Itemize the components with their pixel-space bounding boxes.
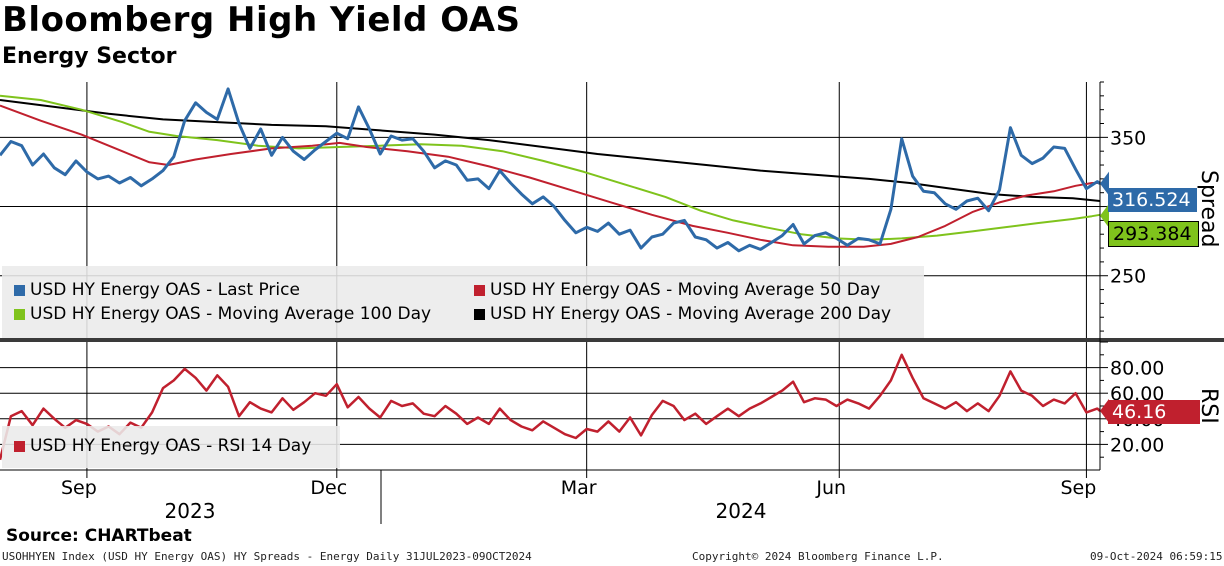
legend-label-last-price: USD HY Energy OAS - Last Price bbox=[30, 280, 300, 300]
series-line-last-price bbox=[0, 87, 1101, 253]
legend-label-rsi: USD HY Energy OAS - RSI 14 Day bbox=[30, 436, 312, 456]
rsi-tick-label: 60.00 bbox=[1110, 383, 1164, 405]
legend-swatch-ma200 bbox=[474, 308, 485, 320]
x-month-label: Dec bbox=[310, 477, 347, 499]
x-year-label: 2023 bbox=[165, 499, 216, 523]
price-legend: USD HY Energy OAS - Last Price USD HY En… bbox=[2, 266, 924, 338]
price-axis-label: Spread bbox=[1196, 170, 1221, 248]
legend-label-ma100: USD HY Energy OAS - Moving Average 100 D… bbox=[30, 304, 432, 324]
rsi-tick-label: 20.00 bbox=[1110, 434, 1164, 456]
x-month-label: Mar bbox=[561, 477, 597, 499]
rsi-legend: USD HY Energy OAS - RSI 14 Day bbox=[2, 426, 340, 468]
footer-copyright: Copyright© 2024 Bloomberg Finance L.P. bbox=[692, 550, 944, 563]
legend-item-ma100: USD HY Energy OAS - Moving Average 100 D… bbox=[14, 304, 431, 324]
value-tag-pointer bbox=[1100, 203, 1109, 228]
price-tick-label: 350 bbox=[1110, 127, 1146, 149]
legend-label-ma200: USD HY Energy OAS - Moving Average 200 D… bbox=[490, 304, 892, 324]
panel-divider bbox=[0, 338, 1224, 342]
source-line: Source: CHARTbeat bbox=[6, 526, 192, 546]
legend-item-ma200: USD HY Energy OAS - Moving Average 200 D… bbox=[474, 304, 891, 324]
legend-swatch-ma100 bbox=[14, 308, 25, 320]
legend-item-rsi: USD HY Energy OAS - RSI 14 Day bbox=[14, 436, 311, 456]
rsi-value-tag: 46.16 bbox=[1108, 400, 1200, 424]
rsi-tick-label: 80.00 bbox=[1110, 358, 1164, 380]
legend-item-ma50: USD HY Energy OAS - Moving Average 50 Da… bbox=[474, 280, 880, 300]
value-tag-pointer bbox=[1100, 171, 1109, 196]
footer-description: USOHHYEN Index (USD HY Energy OAS) HY Sp… bbox=[2, 550, 532, 563]
x-year-label: 2024 bbox=[716, 499, 767, 523]
ma200-value-tag: 293.384 bbox=[1108, 221, 1199, 247]
series-layer bbox=[0, 87, 1101, 461]
legend-swatch-ma50 bbox=[474, 284, 485, 296]
legend-item-last-price: USD HY Energy OAS - Last Price bbox=[14, 280, 300, 300]
x-month-label: Sep bbox=[61, 477, 97, 499]
legend-label-ma50: USD HY Energy OAS - Moving Average 50 Da… bbox=[490, 280, 881, 300]
value-tag-pointer bbox=[1100, 398, 1109, 423]
x-month-label: Sep bbox=[1061, 477, 1097, 499]
legend-swatch-last-price bbox=[14, 284, 25, 296]
chart-title: Bloomberg High Yield OAS bbox=[2, 0, 521, 40]
series-line-ma50 bbox=[0, 104, 1100, 248]
rsi-axis-label: RSI bbox=[1196, 388, 1221, 424]
chart-subtitle: Energy Sector bbox=[2, 44, 177, 69]
legend-swatch-rsi bbox=[14, 440, 25, 452]
last-price-value-tag: 316.524 bbox=[1108, 188, 1197, 212]
series-line-ma200 bbox=[0, 99, 1101, 202]
price-tick-label: 250 bbox=[1110, 266, 1146, 288]
x-month-label: Jun bbox=[815, 477, 846, 499]
series-line-rsi bbox=[0, 353, 1101, 461]
series-line-ma100 bbox=[0, 94, 1101, 241]
footer-timestamp: 09-Oct-2024 06:59:15 bbox=[1090, 550, 1223, 563]
axis-layer: 25035020.0040.0060.0080.00SepDecMarJunSe… bbox=[0, 81, 1164, 524]
